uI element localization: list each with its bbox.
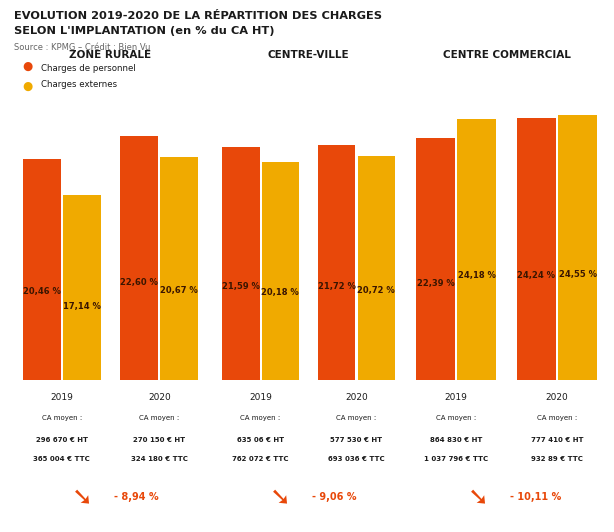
Text: Charges externes: Charges externes	[41, 80, 117, 89]
Text: 21,59 %: 21,59 %	[222, 282, 260, 292]
Text: EVOLUTION 2019-2020 DE LA RÉPARTITION DES CHARGES: EVOLUTION 2019-2020 DE LA RÉPARTITION DE…	[14, 11, 381, 21]
Text: ➘: ➘	[468, 485, 489, 510]
Text: 577 530 € HT: 577 530 € HT	[330, 437, 383, 443]
Text: 20,67 %: 20,67 %	[160, 286, 198, 295]
Text: 21,72 %: 21,72 %	[318, 282, 356, 291]
Text: CA moyen :: CA moyen :	[336, 415, 376, 421]
Bar	[357, 156, 395, 380]
Text: 270 150 € HT: 270 150 € HT	[133, 437, 185, 443]
Text: 296 670 € HT: 296 670 € HT	[36, 437, 88, 443]
Text: ZONE RURALE: ZONE RURALE	[69, 51, 152, 61]
Bar	[120, 136, 158, 380]
Bar	[318, 145, 356, 380]
Bar	[457, 119, 497, 380]
Text: Charges de personnel: Charges de personnel	[41, 64, 135, 72]
Text: CA moyen :: CA moyen :	[139, 415, 179, 421]
Bar	[160, 156, 198, 380]
Text: 20,72 %: 20,72 %	[357, 286, 395, 295]
Text: ➘: ➘	[270, 485, 292, 510]
Text: 2020: 2020	[345, 393, 368, 402]
Text: CA moyen :: CA moyen :	[42, 415, 82, 421]
Text: 777 410 € HT: 777 410 € HT	[530, 437, 583, 443]
Text: 693 036 € TTC: 693 036 € TTC	[328, 456, 385, 462]
Text: 22,60 %: 22,60 %	[120, 278, 158, 287]
Text: 635 06 € HT: 635 06 € HT	[237, 437, 284, 443]
Text: CA moyen :: CA moyen :	[241, 415, 281, 421]
Text: 2019: 2019	[50, 393, 73, 402]
Text: CENTRE-VILLE: CENTRE-VILLE	[268, 51, 349, 61]
Text: 932 89 € TTC: 932 89 € TTC	[531, 456, 583, 462]
Text: 864 830 € HT: 864 830 € HT	[430, 437, 483, 443]
Text: 365 004 € TTC: 365 004 € TTC	[33, 456, 90, 462]
Text: CA moyen :: CA moyen :	[537, 415, 577, 421]
Text: 20,46 %: 20,46 %	[23, 287, 61, 296]
Text: 2019: 2019	[445, 393, 468, 402]
Text: 20,18 %: 20,18 %	[262, 288, 299, 297]
Text: 1 037 796 € TTC: 1 037 796 € TTC	[424, 456, 488, 462]
Bar	[516, 118, 556, 380]
Text: 324 180 € TTC: 324 180 € TTC	[131, 456, 188, 462]
Text: 2020: 2020	[546, 393, 569, 402]
Bar	[262, 162, 299, 380]
Text: SELON L'IMPLANTATION (en % du CA HT): SELON L'IMPLANTATION (en % du CA HT)	[14, 26, 274, 36]
Text: Source : KPMG – Crédit : Bien Vu: Source : KPMG – Crédit : Bien Vu	[14, 43, 150, 52]
Text: 24,24 %: 24,24 %	[517, 271, 555, 280]
Text: 24,55 %: 24,55 %	[559, 270, 597, 279]
Bar	[63, 195, 101, 380]
Text: 762 072 € TTC: 762 072 € TTC	[232, 456, 289, 462]
Text: - 10,11 %: - 10,11 %	[510, 493, 561, 502]
Text: - 9,06 %: - 9,06 %	[311, 493, 356, 502]
Text: ●: ●	[22, 60, 33, 72]
Bar	[558, 114, 597, 380]
Text: ➘: ➘	[72, 485, 93, 510]
Text: - 8,94 %: - 8,94 %	[114, 493, 158, 502]
Text: 2020: 2020	[148, 393, 171, 402]
Text: CENTRE COMMERCIAL: CENTRE COMMERCIAL	[443, 51, 570, 61]
Bar	[416, 138, 455, 380]
Text: 22,39 %: 22,39 %	[416, 279, 454, 288]
Text: 17,14 %: 17,14 %	[63, 302, 101, 311]
Text: 24,18 %: 24,18 %	[458, 271, 496, 280]
Text: ●: ●	[22, 80, 33, 93]
Bar	[23, 159, 61, 380]
Bar	[222, 146, 260, 380]
Text: 2019: 2019	[249, 393, 272, 402]
Text: CA moyen :: CA moyen :	[436, 415, 476, 421]
